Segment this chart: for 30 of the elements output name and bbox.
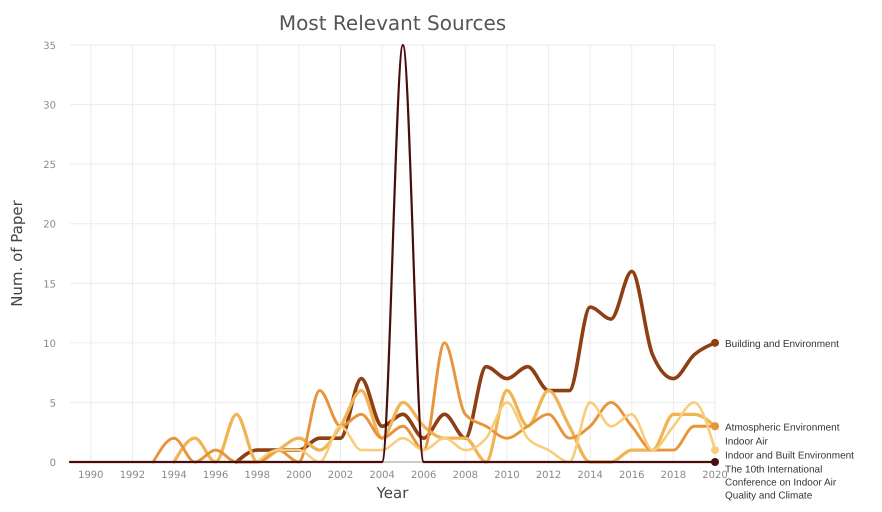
series-label: Indoor Air xyxy=(725,436,768,448)
y-tick-label: 15 xyxy=(43,279,56,290)
x-tick-label: 1992 xyxy=(120,470,146,481)
y-tick-label: 10 xyxy=(43,338,56,350)
x-tick-label: 2002 xyxy=(328,470,354,481)
x-tick-label: 2008 xyxy=(452,470,478,481)
x-tick-label: 2014 xyxy=(577,470,603,481)
series-label: Atmospheric Environment xyxy=(725,422,840,434)
x-tick-label: 1990 xyxy=(78,470,104,481)
x-tick-label: 2006 xyxy=(410,470,436,481)
y-tick-label: 0 xyxy=(50,458,56,469)
y-axis-title: Num. of Paper xyxy=(8,199,26,307)
series-label: Building and Environment xyxy=(725,338,840,350)
x-tick-label: 2018 xyxy=(660,470,686,481)
y-tick-label: 5 xyxy=(50,398,56,410)
x-tick-label: 2010 xyxy=(494,470,520,481)
y-tick-label: 30 xyxy=(43,100,56,112)
y-tick-label: 20 xyxy=(43,220,56,231)
chart-title: Most Relevant Sources xyxy=(278,11,506,35)
x-tick-label: 1996 xyxy=(202,470,228,481)
x-tick-label: 2000 xyxy=(286,470,312,481)
x-tick-label: 2016 xyxy=(619,470,644,481)
y-tick-label: 25 xyxy=(43,160,56,172)
x-tick-label: 1998 xyxy=(244,470,270,481)
series-label: Indoor and Built Environment xyxy=(725,450,854,462)
x-tick-label: 2004 xyxy=(369,470,395,481)
x-tick-label: 1994 xyxy=(161,470,187,481)
x-tick-label: 2012 xyxy=(536,470,562,481)
y-tick-label: 35 xyxy=(43,41,56,52)
x-axis-title: Year xyxy=(376,484,410,502)
